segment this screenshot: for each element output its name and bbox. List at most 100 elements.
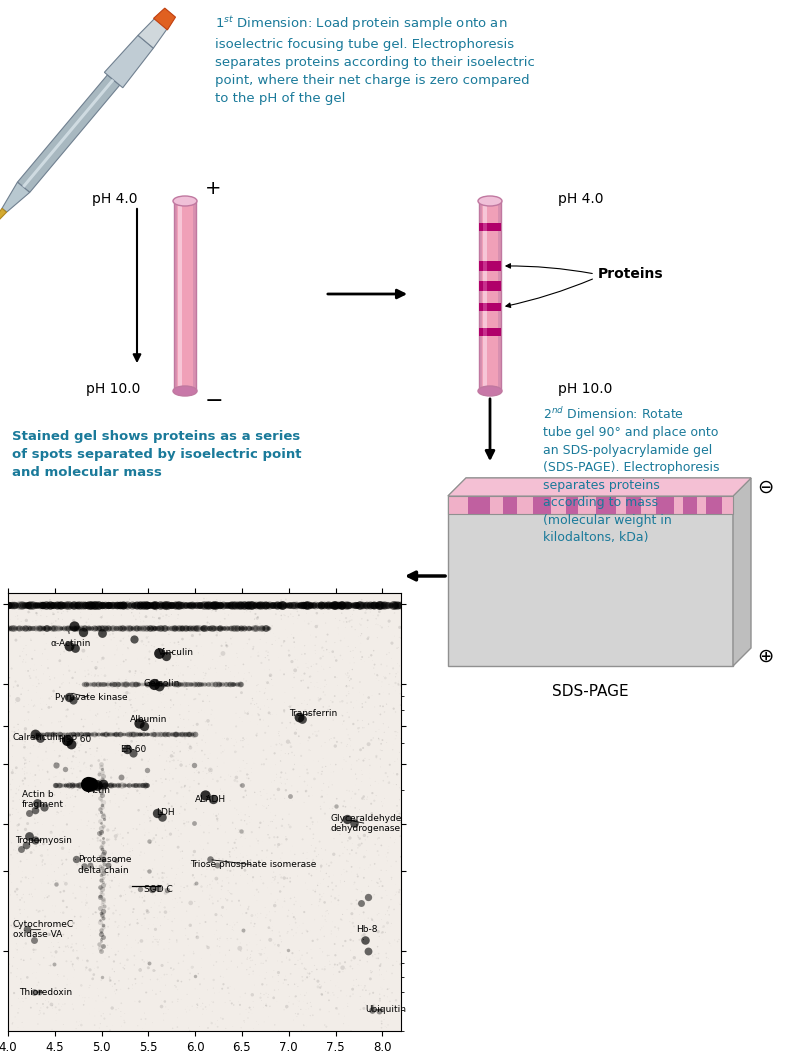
Point [144,812,157,829]
Point [51,776,64,793]
Point [359,750,371,767]
Point [87,814,100,831]
Point [47,682,60,699]
Point [53,756,65,773]
Point [201,879,214,895]
Point [32,826,44,843]
Point [210,913,222,930]
Point [95,796,108,813]
Point [205,597,217,614]
Point [158,705,170,722]
Point [330,652,343,668]
Point [29,722,42,739]
Point [347,914,359,931]
Point [344,732,357,749]
Point [36,851,49,868]
Point [221,932,234,949]
Point [17,640,30,657]
Point [283,988,296,1005]
Point [64,805,76,822]
Point [150,1001,162,1018]
Point [200,938,213,955]
Point [221,980,234,997]
Point [117,630,129,647]
Point [24,660,37,677]
Point [255,989,267,1006]
Point [72,619,84,636]
Point [142,753,154,770]
Point [170,866,183,883]
Point [107,897,120,913]
Point [96,829,109,846]
Point [251,847,263,864]
Point [217,597,229,614]
Point [374,706,387,723]
Point [285,777,298,794]
Point [87,690,100,706]
Point [151,970,164,987]
Point [138,892,151,909]
Point [35,725,48,742]
Point [128,683,141,700]
Point [158,1012,170,1029]
Point [288,747,301,763]
Point [191,735,203,752]
Point [258,620,271,637]
Point [351,978,363,995]
Point [125,664,138,681]
Point [40,599,53,616]
Point [6,1014,19,1031]
Point [38,725,50,742]
Point [299,961,312,978]
Point [207,974,220,991]
Point [224,676,236,693]
Point [197,620,210,637]
Point [230,734,243,751]
Point [246,620,258,637]
Point [174,883,187,900]
Point [270,766,283,782]
Point [258,970,271,987]
Point [370,787,382,804]
Point [153,870,165,887]
Point [39,889,51,906]
Point [380,1005,392,1022]
Point [389,668,402,685]
Point [232,676,245,693]
Point [217,598,230,615]
Point [280,794,292,811]
Point [201,597,214,614]
Point [377,983,390,1000]
Point [180,927,192,944]
Point [139,667,152,684]
Point [32,620,45,637]
Point [41,886,54,903]
Point [351,895,363,912]
Point [87,821,100,837]
Point [57,666,69,683]
Point [383,773,396,790]
Point [108,822,121,838]
Point [102,596,114,612]
Point [267,989,280,1006]
Point [185,620,198,637]
Point [215,878,228,894]
Point [136,932,148,949]
Point [100,623,113,640]
Point [151,934,164,950]
Point [307,813,319,830]
Point [338,752,351,769]
Point [131,739,143,756]
Point [362,648,375,665]
Point [267,597,280,614]
Point [143,634,155,650]
Point [106,978,119,995]
Point [388,887,401,904]
Point [346,597,359,614]
Point [277,606,290,623]
Point [320,913,333,930]
Point [354,957,366,974]
Point [90,620,102,637]
Point [251,1013,263,1030]
Point [46,898,59,914]
